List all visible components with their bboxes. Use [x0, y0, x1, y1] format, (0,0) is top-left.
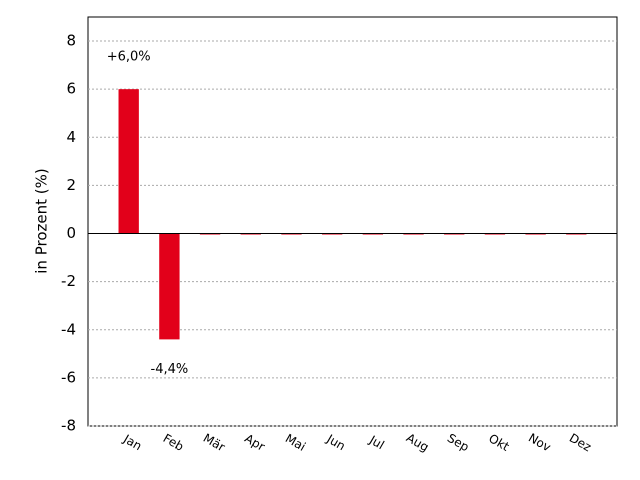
y-tick-label: 6 — [66, 80, 76, 98]
x-tick-label: Nov — [526, 431, 553, 455]
x-tick-label: Mai — [283, 431, 308, 454]
y-tick-label: -8 — [61, 417, 76, 435]
x-tick-label: Apr — [242, 431, 267, 454]
x-tick-label: Feb — [161, 431, 186, 454]
x-tick-label: Aug — [404, 431, 431, 455]
value-label: -4,4% — [151, 362, 189, 377]
y-tick-label: -6 — [61, 368, 76, 386]
y-tick-label: -2 — [61, 272, 76, 290]
x-tick-label: Dez — [567, 431, 594, 455]
y-tick-label: -4 — [61, 320, 76, 338]
x-tick-label: Okt — [486, 431, 512, 454]
bar — [118, 89, 139, 234]
x-tick-label: Jun — [324, 431, 348, 453]
y-tick-label: 0 — [66, 224, 76, 242]
y-tick-label: 2 — [66, 176, 76, 194]
y-tick-label: 4 — [66, 128, 76, 146]
x-tick-label: Jul — [366, 432, 386, 452]
y-tick-label: 8 — [66, 32, 76, 50]
bar — [159, 233, 180, 340]
x-tick-label: Sep — [445, 431, 472, 454]
y-axis-label: in Prozent (%) — [33, 168, 51, 273]
x-tick-label: Mär — [201, 431, 228, 454]
value-label: +6,0% — [107, 50, 151, 65]
x-tick-label: Jan — [120, 431, 144, 453]
